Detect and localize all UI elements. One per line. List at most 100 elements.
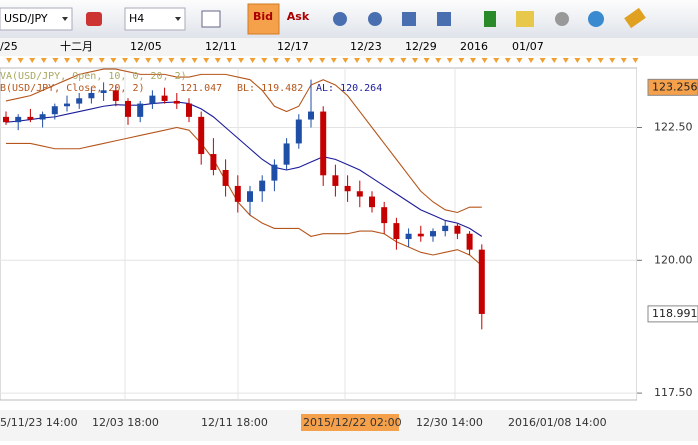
event-marker bbox=[597, 58, 604, 63]
candle-body bbox=[247, 191, 253, 202]
candle-body bbox=[332, 175, 339, 186]
icon[interactable] bbox=[201, 10, 221, 28]
candle-body bbox=[173, 100, 180, 104]
y-tick-label: 117.50 bbox=[654, 386, 693, 399]
icon[interactable] bbox=[484, 11, 496, 27]
timeframe-select[interactable] bbox=[124, 7, 186, 31]
event-marker bbox=[423, 58, 430, 63]
event-marker bbox=[586, 58, 592, 63]
event-marker bbox=[609, 58, 616, 63]
icon[interactable] bbox=[86, 12, 102, 26]
legend-ma: VA(USD/JPY, Open, 10, 0, 20, 2) bbox=[0, 71, 187, 82]
legend-al: AL: 120.264 bbox=[316, 83, 382, 94]
price-marker-label: 118.991 bbox=[652, 307, 698, 320]
event-marker bbox=[307, 58, 314, 63]
event-marker bbox=[98, 58, 105, 63]
event-marker bbox=[330, 58, 337, 63]
bottom-date: 2016/01/08 14:00 bbox=[508, 416, 607, 429]
event-marker bbox=[203, 58, 210, 63]
bottom-date: 12/30 14:00 bbox=[416, 416, 483, 429]
icon[interactable] bbox=[402, 12, 416, 26]
event-marker bbox=[52, 58, 59, 63]
candle-body bbox=[210, 154, 217, 170]
event-marker bbox=[516, 58, 523, 63]
icon[interactable] bbox=[555, 12, 569, 26]
top-date: 12/23 bbox=[350, 40, 382, 53]
event-marker bbox=[156, 58, 163, 63]
event-marker bbox=[29, 58, 36, 63]
dropdown-arrow bbox=[175, 17, 181, 21]
candle-body bbox=[356, 191, 363, 197]
bid: Bid bbox=[253, 10, 273, 23]
candle-body bbox=[27, 116, 34, 120]
event-marker bbox=[539, 58, 546, 63]
event-marker bbox=[365, 58, 372, 63]
event-marker bbox=[481, 58, 488, 63]
event-marker bbox=[122, 58, 128, 63]
candle-body bbox=[454, 225, 461, 234]
candle-body bbox=[308, 111, 314, 120]
icon[interactable] bbox=[624, 7, 646, 29]
icon[interactable] bbox=[516, 11, 534, 27]
legend-bb: B(USD/JPY, Close, 20, 2) bbox=[0, 83, 145, 94]
event-marker bbox=[377, 58, 384, 63]
plot-area bbox=[0, 67, 638, 401]
event-marker bbox=[354, 58, 360, 63]
symbol: USD/JPY bbox=[4, 12, 48, 25]
candle-body bbox=[125, 100, 131, 117]
candle-body bbox=[234, 185, 241, 202]
candle-body bbox=[186, 103, 192, 117]
candle-body bbox=[344, 185, 351, 192]
ask[interactable]: Ask bbox=[287, 10, 310, 23]
candle-body bbox=[149, 95, 156, 104]
event-marker bbox=[504, 58, 511, 63]
candle-body bbox=[88, 92, 95, 99]
top-date: 12/11 bbox=[205, 40, 237, 53]
candle-body bbox=[271, 164, 278, 181]
candle-body bbox=[222, 169, 229, 186]
candle-body bbox=[405, 233, 412, 240]
candle-body bbox=[51, 106, 58, 115]
indicator-line bbox=[6, 126, 483, 267]
event-marker bbox=[388, 58, 395, 63]
event-marker bbox=[6, 58, 12, 63]
event-marker bbox=[620, 58, 627, 63]
candle-body bbox=[381, 207, 388, 224]
candle-body bbox=[259, 180, 266, 192]
toolbar bbox=[0, 0, 698, 38]
toolbar-icons bbox=[333, 7, 646, 29]
icon[interactable] bbox=[437, 12, 451, 26]
event-marker bbox=[238, 58, 244, 63]
icon[interactable] bbox=[368, 12, 382, 26]
event-marker bbox=[528, 58, 534, 63]
event-marker bbox=[470, 58, 476, 63]
symbol-select[interactable] bbox=[0, 7, 73, 31]
candle-body bbox=[466, 233, 473, 250]
top-date: 01/07 bbox=[512, 40, 544, 53]
top-date: 十二月 bbox=[60, 39, 93, 53]
event-marker bbox=[40, 58, 47, 63]
event-marker bbox=[446, 58, 453, 63]
icon[interactable] bbox=[333, 12, 347, 26]
event-marker bbox=[574, 58, 581, 63]
candle-body bbox=[39, 114, 46, 120]
event-marker bbox=[296, 58, 302, 63]
event-marker bbox=[214, 58, 221, 63]
bottom-date: 5/11/23 14:00 bbox=[0, 416, 78, 429]
candle-body bbox=[15, 116, 22, 123]
candle-body bbox=[430, 231, 436, 237]
event-marker bbox=[64, 58, 70, 63]
event-marker bbox=[110, 58, 117, 63]
top-date: /25 bbox=[0, 40, 18, 53]
candle-body bbox=[393, 223, 400, 240]
event-marker bbox=[261, 58, 268, 63]
icon[interactable] bbox=[588, 11, 604, 27]
bid-button[interactable] bbox=[247, 3, 280, 35]
indicator-line bbox=[5, 101, 483, 237]
y-tick-label: 120.00 bbox=[654, 253, 693, 266]
candle-body bbox=[295, 119, 302, 144]
top-axis bbox=[0, 38, 698, 56]
cursor-date-box bbox=[301, 414, 399, 431]
candle-body bbox=[112, 90, 119, 101]
